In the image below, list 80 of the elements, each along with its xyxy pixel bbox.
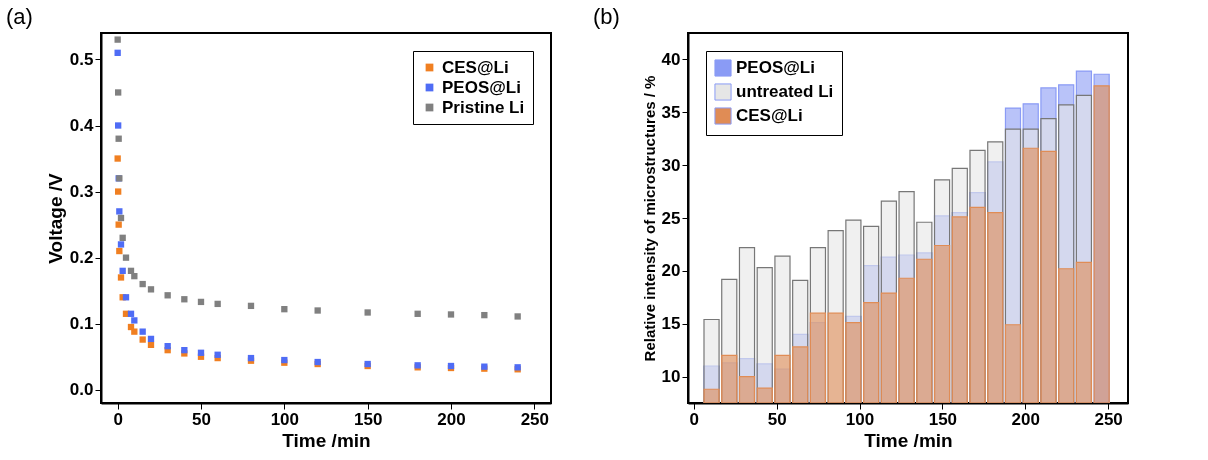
- point: [481, 311, 488, 319]
- legend-label: CES@Li: [736, 106, 803, 125]
- y-tick-label: 0.5: [69, 49, 94, 69]
- point: [127, 310, 135, 317]
- point: [364, 309, 371, 316]
- point: [214, 351, 221, 358]
- y-tick-label: 10: [661, 367, 681, 387]
- point: [147, 335, 155, 343]
- x-axis-title: Time /min: [282, 429, 371, 451]
- point: [139, 280, 146, 288]
- x-axis-title: Time /min: [864, 429, 953, 451]
- point: [114, 36, 121, 43]
- point: [114, 155, 121, 162]
- point: [131, 272, 138, 280]
- point: [181, 296, 188, 303]
- y-tick-label: 25: [661, 208, 681, 228]
- y-axis-title: Relative intensity of microstructures / %: [640, 75, 658, 362]
- point: [139, 328, 146, 335]
- point: [514, 313, 521, 320]
- x-tick-label: 50: [767, 409, 787, 429]
- point: [115, 221, 122, 228]
- x-tick-label: 0: [113, 409, 123, 429]
- y-tick-label: 35: [661, 102, 681, 122]
- point: [116, 208, 123, 215]
- point: [115, 135, 122, 142]
- point: [181, 346, 188, 354]
- point: [139, 336, 146, 343]
- x-tick-label: 50: [192, 409, 211, 429]
- legend-label: Pristine Li: [442, 97, 525, 117]
- legend-label: PEOS@Li: [736, 58, 815, 77]
- point: [247, 302, 255, 310]
- point: [115, 89, 122, 96]
- point: [115, 188, 122, 195]
- y-tick-label: 15: [661, 314, 681, 334]
- point: [164, 292, 171, 299]
- point: [131, 317, 138, 324]
- point: [114, 49, 121, 56]
- point: [119, 267, 126, 275]
- point: [131, 328, 138, 335]
- y-tick-label: 0.1: [69, 314, 94, 334]
- point: [147, 341, 155, 349]
- point: [117, 241, 125, 248]
- point: [115, 122, 122, 129]
- point: [281, 306, 288, 313]
- point: [122, 254, 130, 261]
- point: [147, 286, 155, 293]
- x-tick-label: 250: [520, 409, 550, 429]
- y-tick-label: 40: [661, 49, 681, 69]
- point: [117, 274, 125, 281]
- chart-title: (b): [593, 4, 620, 29]
- y-tick-label: 30: [661, 155, 681, 175]
- legend-label: PEOS@Li: [442, 77, 521, 97]
- point: [119, 234, 126, 241]
- y-tick-label: 0.2: [69, 248, 94, 268]
- point: [116, 247, 123, 255]
- x-tick-label: 150: [353, 409, 383, 429]
- point: [447, 311, 455, 318]
- chart-title: (a): [6, 4, 33, 29]
- point: [314, 307, 321, 314]
- point: [122, 294, 130, 301]
- point: [197, 349, 205, 356]
- point: [197, 298, 205, 306]
- legend-label: untreated Li: [736, 82, 834, 101]
- y-tick-label: 20: [661, 261, 681, 281]
- x-tick-label: 100: [845, 409, 875, 429]
- y-tick-label: 0.4: [69, 116, 95, 135]
- point: [414, 310, 421, 317]
- x-tick-label: 200: [1011, 409, 1040, 429]
- x-tick-label: 150: [928, 409, 958, 429]
- legend-label: CES@Li: [442, 57, 509, 77]
- x-tick-label: 100: [270, 409, 300, 429]
- point: [117, 214, 125, 222]
- y-tick-label: 0.0: [69, 380, 94, 400]
- x-tick-label: 200: [437, 409, 466, 429]
- y-tick-label: 0.3: [69, 182, 94, 202]
- y-axis-title: Voltage /V: [44, 172, 66, 264]
- point: [164, 343, 171, 350]
- point: [214, 300, 221, 308]
- x-tick-label: 0: [689, 409, 700, 429]
- x-tick-label: 250: [1094, 409, 1123, 429]
